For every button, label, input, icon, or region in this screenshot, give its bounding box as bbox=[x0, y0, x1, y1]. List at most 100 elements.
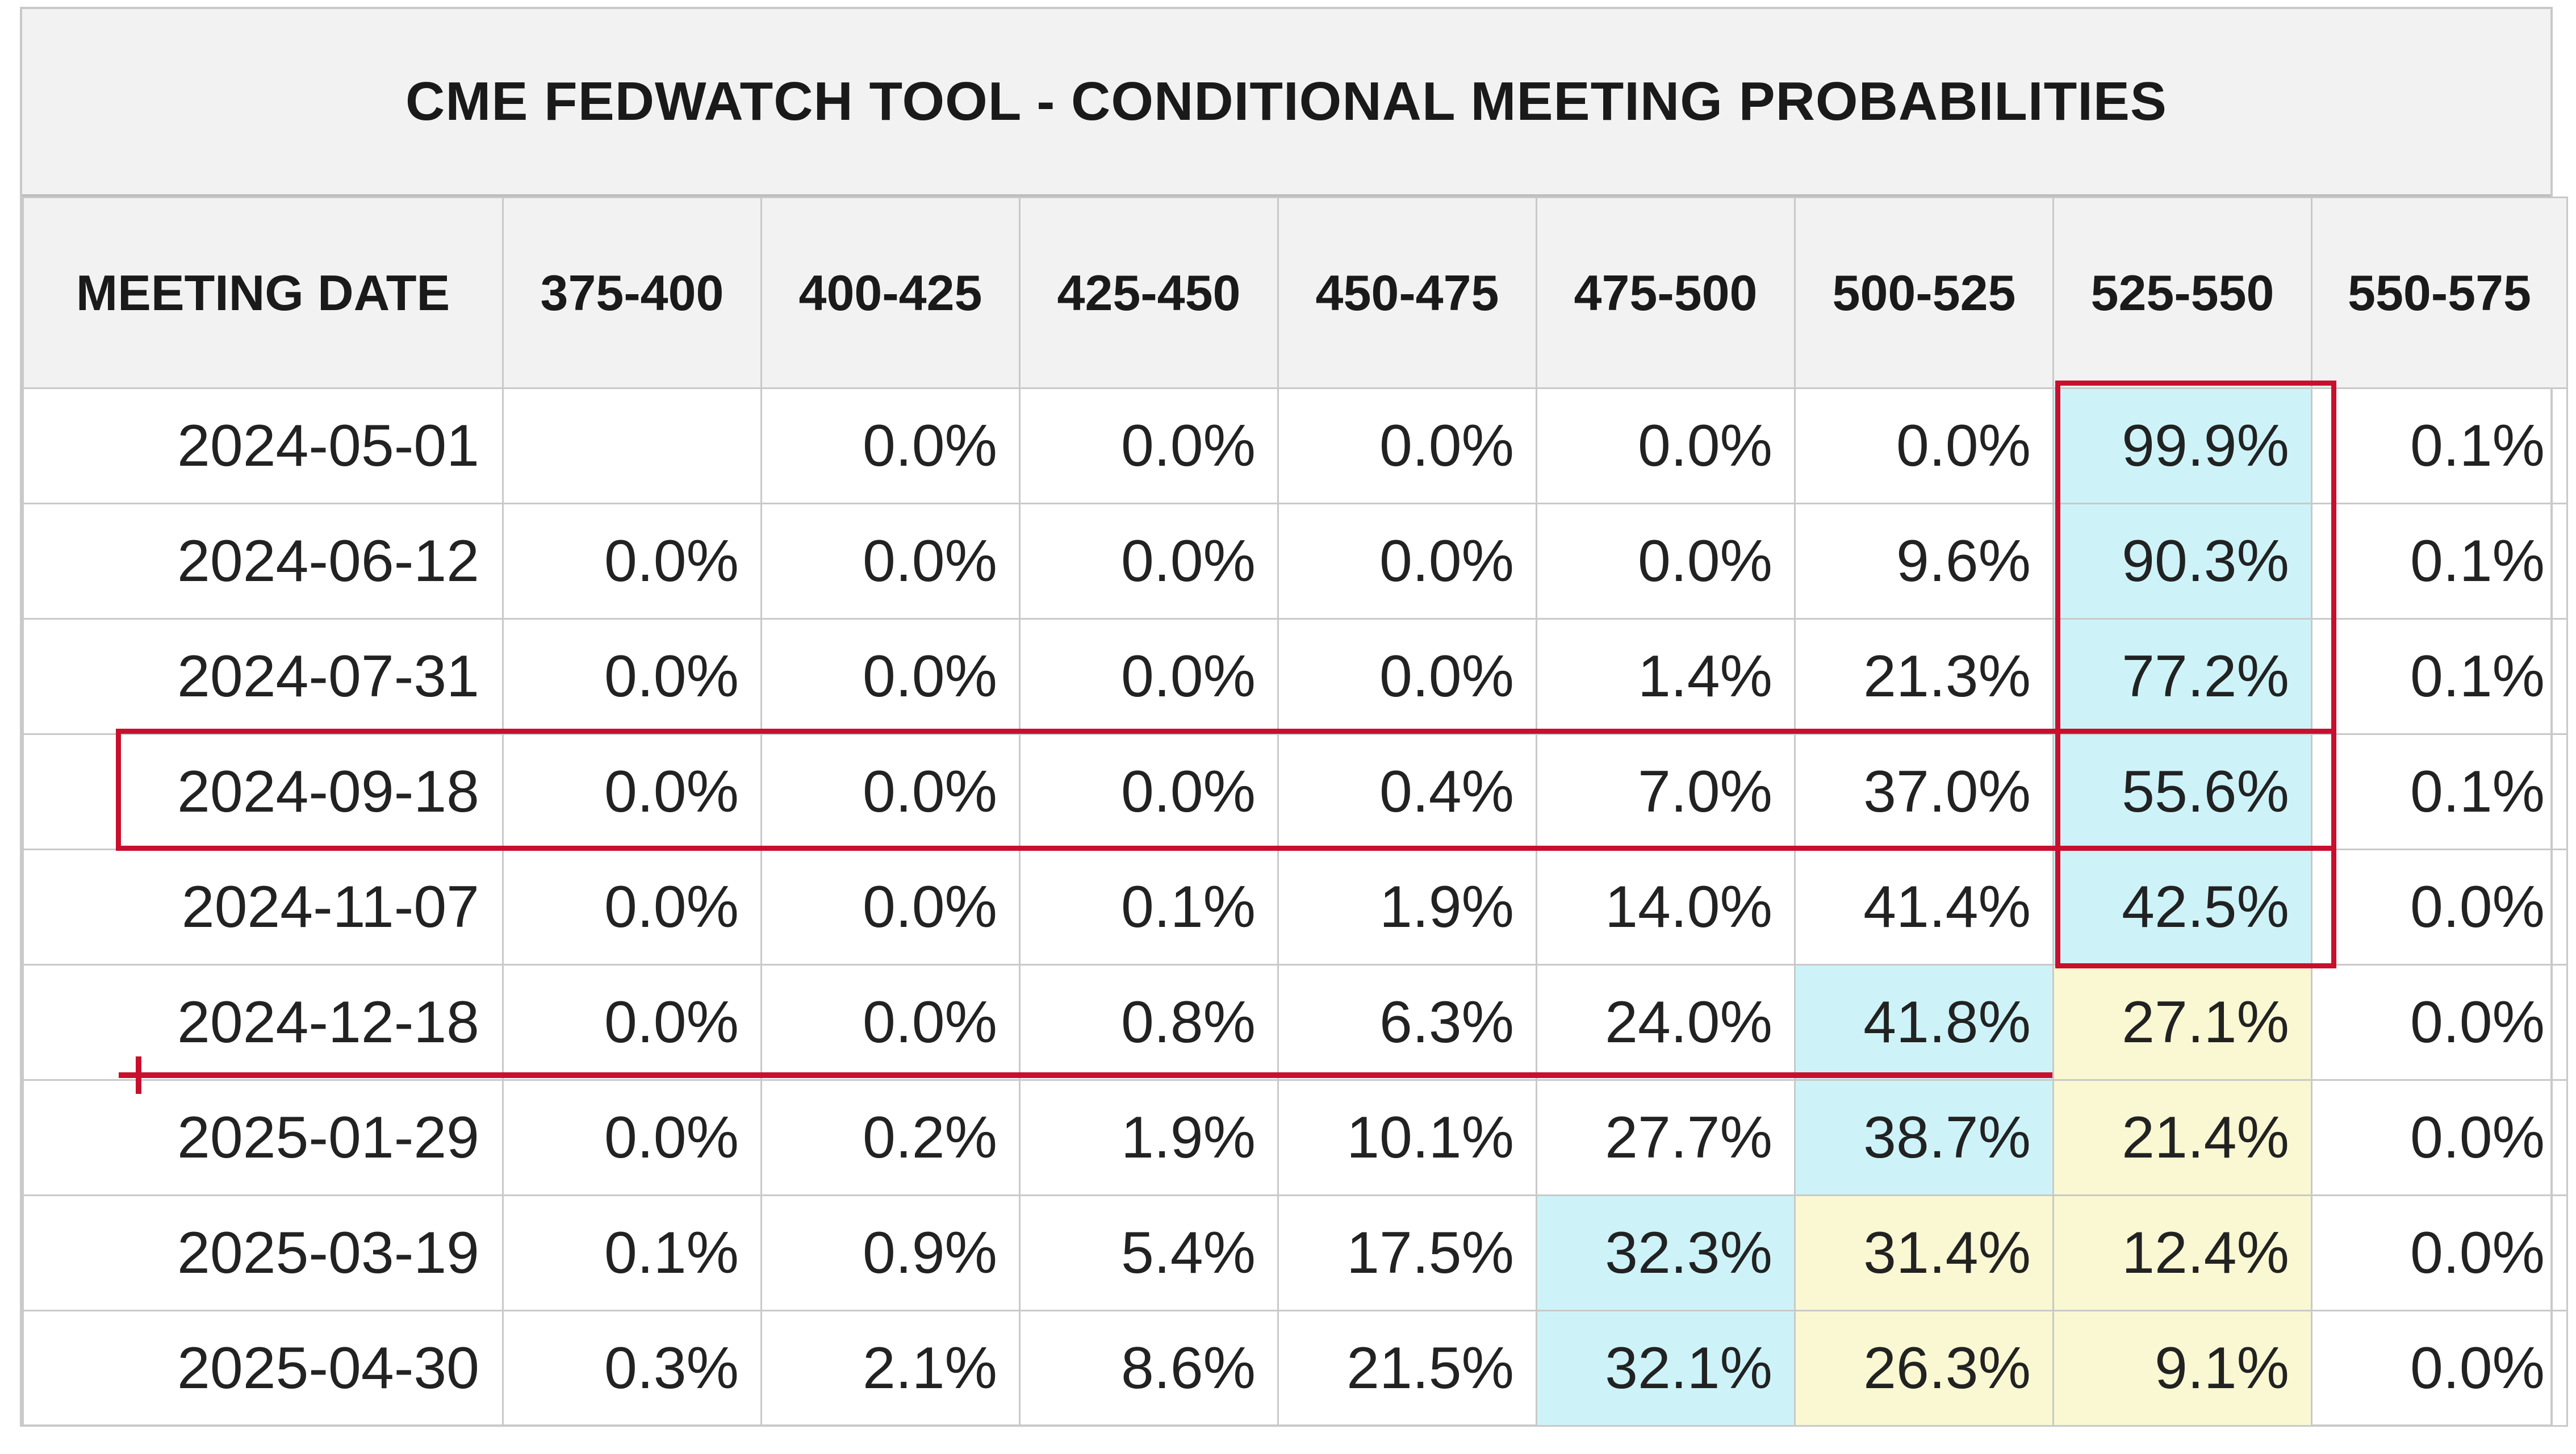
table-row: 2024-09-18 0.0% 0.0% 0.0% 0.4% 7.0% 37.0% 55.6%… bbox=[22, 733, 2568, 850]
table-row: 2024-05-01 0.0% 0.0% 0.0% 0.0% 0.0% 99.9% 0.1% bbox=[22, 387, 2568, 504]
probability-cell: 0.0% bbox=[760, 733, 1021, 850]
probability-cell: 27.7% bbox=[1536, 1079, 1796, 1196]
probability-cell: 37.0% bbox=[1794, 733, 2054, 850]
probability-cell: 10.1% bbox=[1277, 1079, 1537, 1196]
probability-cell: 0.0% bbox=[1536, 503, 1796, 620]
probability-cell: 99.9% bbox=[2052, 387, 2312, 504]
meeting-date-cell: 2024-07-31 bbox=[22, 618, 504, 735]
probability-cell: 41.4% bbox=[1794, 849, 2054, 966]
probability-cell: 0.0% bbox=[2311, 964, 2568, 1081]
header-range-425-450: 425-450 bbox=[1019, 197, 1279, 389]
probability-cell: 0.1% bbox=[1019, 849, 1279, 966]
probability-cell: 26.3% bbox=[1794, 1310, 2054, 1427]
probability-cell: 90.3% bbox=[2052, 503, 2312, 620]
probability-cell: 9.6% bbox=[1794, 503, 2054, 620]
probability-cell: 0.0% bbox=[760, 849, 1021, 966]
probability-cell: 0.0% bbox=[760, 387, 1021, 504]
meeting-date-cell: 2025-04-30 bbox=[22, 1310, 504, 1427]
probability-cell: 31.4% bbox=[1794, 1194, 2054, 1311]
probability-cell: 0.1% bbox=[2311, 733, 2568, 850]
probability-cell: 77.2% bbox=[2052, 618, 2312, 735]
header-range-400-425: 400-425 bbox=[760, 197, 1021, 389]
probability-cell: 0.0% bbox=[502, 1079, 762, 1196]
probability-cell: 0.0% bbox=[1536, 387, 1796, 504]
probability-cell: 1.9% bbox=[1277, 849, 1537, 966]
probability-cell: 0.0% bbox=[1019, 618, 1279, 735]
probability-cell: 0.0% bbox=[502, 618, 762, 735]
probability-cell: 14.0% bbox=[1536, 849, 1796, 966]
probability-cell: 0.0% bbox=[2311, 1079, 2568, 1196]
probability-cell: 8.6% bbox=[1019, 1310, 1279, 1427]
probability-cell: 0.3% bbox=[502, 1310, 762, 1427]
meeting-date-cell: 2025-01-29 bbox=[22, 1079, 504, 1196]
table-row: 2025-04-30 0.3% 2.1% 8.6% 21.5% 32.1% 26.3% 9.1… bbox=[22, 1310, 2568, 1427]
probability-cell: 0.0% bbox=[1019, 733, 1279, 850]
probability-cell: 0.0% bbox=[1794, 387, 2054, 504]
meeting-date-cell: 2024-12-18 bbox=[22, 964, 504, 1081]
probability-cell: 21.3% bbox=[1794, 618, 2054, 735]
probability-cell: 0.1% bbox=[2311, 503, 2568, 620]
probability-cell: 32.1% bbox=[1536, 1310, 1796, 1427]
probability-cell: 0.1% bbox=[2311, 387, 2568, 504]
table-row: 2025-03-19 0.1% 0.9% 5.4% 17.5% 32.3% 31.4% 12.… bbox=[22, 1194, 2568, 1311]
probability-table: MEETING DATE 375-400 400-425 425-450 450-475… bbox=[22, 197, 2568, 1427]
probability-cell: 0.0% bbox=[1019, 503, 1279, 620]
probability-cell: 2.1% bbox=[760, 1310, 1021, 1427]
meeting-date-cell: 2024-06-12 bbox=[22, 503, 504, 620]
probability-cell: 0.0% bbox=[502, 849, 762, 966]
probability-cell: 0.0% bbox=[1277, 387, 1537, 504]
probability-cell: 42.5% bbox=[2052, 849, 2312, 966]
probability-cell: 0.8% bbox=[1019, 964, 1279, 1081]
header-range-450-475: 450-475 bbox=[1277, 197, 1537, 389]
probability-cell: 9.1% bbox=[2052, 1310, 2312, 1427]
fedwatch-table-frame: CME FEDWATCH TOOL - CONDITIONAL MEETING … bbox=[20, 7, 2568, 1427]
header-meeting-date: MEETING DATE bbox=[22, 197, 504, 389]
header-range-475-500: 475-500 bbox=[1536, 197, 1796, 389]
probability-cell: 0.0% bbox=[1019, 387, 1279, 504]
probability-cell: 38.7% bbox=[1794, 1079, 2054, 1196]
probability-cell: 0.0% bbox=[2311, 1310, 2568, 1427]
meeting-date-cell: 2025-03-19 bbox=[22, 1194, 504, 1311]
probability-cell: 1.9% bbox=[1019, 1079, 1279, 1196]
probability-cell: 55.6% bbox=[2052, 733, 2312, 850]
header-range-375-400: 375-400 bbox=[502, 197, 762, 389]
table-title: CME FEDWATCH TOOL - CONDITIONAL MEETING … bbox=[22, 9, 2550, 197]
probability-cell: 0.1% bbox=[502, 1194, 762, 1311]
probability-cell: 5.4% bbox=[1019, 1194, 1279, 1311]
probability-cell: 0.0% bbox=[502, 733, 762, 850]
probability-cell: 0.0% bbox=[502, 964, 762, 1081]
probability-cell: 41.8% bbox=[1794, 964, 2054, 1081]
probability-cell: 0.0% bbox=[760, 503, 1021, 620]
probability-cell: 6.3% bbox=[1277, 964, 1537, 1081]
meeting-date-cell: 2024-05-01 bbox=[22, 387, 504, 504]
table-row: 2024-06-12 0.0% 0.0% 0.0% 0.0% 0.0% 9.6% 90.3% 0… bbox=[22, 503, 2568, 620]
probability-cell bbox=[502, 387, 762, 504]
probability-cell: 0.0% bbox=[1277, 503, 1537, 620]
header-range-525-550: 525-550 bbox=[2052, 197, 2312, 389]
probability-cell: 0.0% bbox=[2311, 849, 2568, 966]
probability-cell: 24.0% bbox=[1536, 964, 1796, 1081]
probability-cell: 21.4% bbox=[2052, 1079, 2312, 1196]
table-row: 2024-12-18 0.0% 0.0% 0.8% 6.3% 24.0% 41.8% 27.1… bbox=[22, 964, 2568, 1081]
probability-cell: 0.0% bbox=[502, 503, 762, 620]
probability-cell: 12.4% bbox=[2052, 1194, 2312, 1311]
table-row: 2025-01-29 0.0% 0.2% 1.9% 10.1% 27.7% 38.7% 21.… bbox=[22, 1079, 2568, 1196]
header-row: MEETING DATE 375-400 400-425 425-450 450-475… bbox=[22, 197, 2568, 389]
probability-cell: 1.4% bbox=[1536, 618, 1796, 735]
header-range-550-575: 550-575 bbox=[2311, 197, 2568, 389]
probability-cell: 17.5% bbox=[1277, 1194, 1537, 1311]
probability-cell: 7.0% bbox=[1536, 733, 1796, 850]
probability-cell: 27.1% bbox=[2052, 964, 2312, 1081]
table-body: 2024-05-01 0.0% 0.0% 0.0% 0.0% 0.0% 99.9% 0.1% 2… bbox=[22, 387, 2568, 1427]
probability-cell: 0.1% bbox=[2311, 618, 2568, 735]
meeting-date-cell: 2024-11-07 bbox=[22, 849, 504, 966]
table-row: 2024-11-07 0.0% 0.0% 0.1% 1.9% 14.0% 41.4% 42.5… bbox=[22, 849, 2568, 966]
probability-cell: 0.2% bbox=[760, 1079, 1021, 1196]
probability-cell: 0.4% bbox=[1277, 733, 1537, 850]
header-range-500-525: 500-525 bbox=[1794, 197, 2054, 389]
probability-cell: 0.9% bbox=[760, 1194, 1021, 1311]
probability-cell: 0.0% bbox=[1277, 618, 1537, 735]
probability-cell: 32.3% bbox=[1536, 1194, 1796, 1311]
probability-cell: 0.0% bbox=[760, 964, 1021, 1081]
table-row: 2024-07-31 0.0% 0.0% 0.0% 0.0% 1.4% 21.3% 77.2%… bbox=[22, 618, 2568, 735]
